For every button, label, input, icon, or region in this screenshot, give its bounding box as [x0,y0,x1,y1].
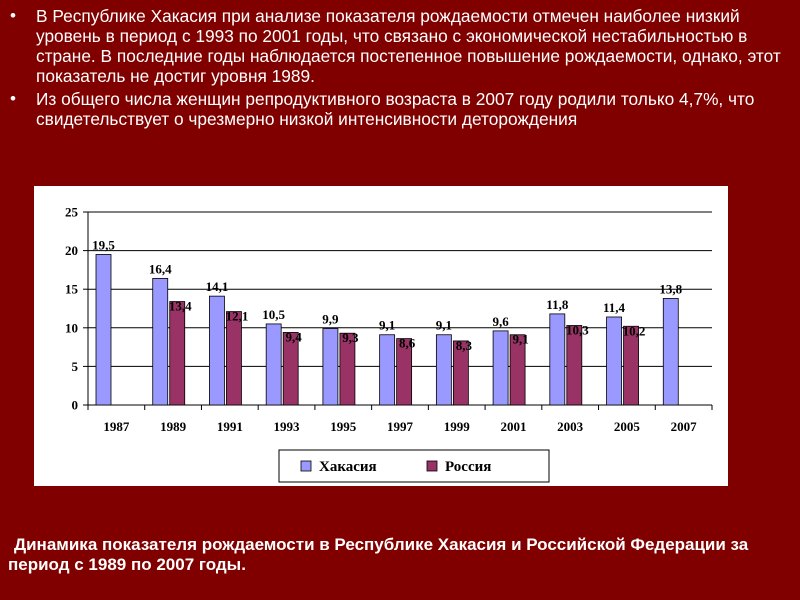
bar-russia [226,311,242,406]
y-tick-label: 10 [65,320,78,335]
data-label-khakasia: 16,4 [149,261,172,276]
bar-khakasia [662,298,679,406]
bar-russia [509,334,526,406]
x-tick-label: 2005 [614,419,641,434]
data-label-russia: 13,4 [169,299,192,314]
x-tick-label: 1993 [274,419,301,434]
bar-russia [169,301,186,406]
bar-russia [623,325,639,406]
data-label-khakasia: 11,8 [546,297,569,312]
bullet-text: Из общего числа женщин репродуктивного в… [36,89,755,129]
y-tick-label: 20 [65,243,78,258]
data-label-khakasia: 9,6 [492,314,509,329]
bar-khakasia [95,254,112,406]
chart-area: 0 5 10 15 20 25 1987 19,5 1989 16,4 13,4 1991 14,1 12… [34,186,728,486]
data-label-russia: 10,2 [623,323,646,338]
x-tick-label: 1991 [217,419,243,434]
data-label-khakasia: 19,5 [92,237,115,252]
data-label-khakasia: 9,1 [379,318,395,333]
bar-khakasia [492,330,509,406]
bar-khakasia [209,295,225,406]
data-label-khakasia: 10,5 [262,307,285,322]
y-tick-label: 25 [65,205,79,220]
birth-rate-chart: 0 5 10 15 20 25 1987 19,5 1989 16,4 13,4 1991 14,1 12… [65,205,713,483]
bullet-item: • В Республике Хакасия при анализе показ… [8,6,788,86]
x-tick-label: 2001 [500,419,526,434]
bar-khakasia [435,334,452,406]
bar-khakasia [152,277,169,406]
legend-russia-swatch [426,460,438,472]
x-tick-label: 1995 [330,419,357,434]
legend-khakasia-swatch [300,460,312,472]
bullet-icon: • [10,6,16,25]
bar-khakasia [322,328,339,406]
x-tick-label: 2003 [557,419,584,434]
bar-khakasia [549,313,566,406]
data-label-russia: 8,6 [399,336,416,351]
bullet-text: В Республике Хакасия при анализе показат… [36,6,781,86]
y-tick-label: 0 [72,398,79,413]
data-label-russia: 9,4 [286,329,303,344]
data-label-russia: 8,3 [456,338,473,353]
x-tick-label: 1997 [387,419,414,434]
data-label-khakasia: 9,9 [322,312,339,327]
bar-khakasia [379,334,396,406]
data-label-khakasia: 9,1 [436,318,452,333]
bar-russia [396,338,413,406]
data-label-russia: 12,1 [226,309,249,324]
legend-khakasia-label: Хакасия [319,459,377,475]
data-label-russia: 9,3 [342,330,359,345]
data-label-khakasia: 14,1 [206,279,229,294]
x-tick-label: 1987 [103,419,130,434]
x-tick-label: 1989 [160,419,187,434]
data-label-russia: 10,3 [566,322,589,337]
bar-russia [566,325,583,406]
legend-box [278,449,550,483]
y-tick-label: 5 [72,359,79,374]
x-tick-label: 2007 [671,419,698,434]
bullet-list: • В Республике Хакасия при анализе показ… [8,6,788,132]
data-label-khakasia: 11,4 [603,300,626,315]
bar-khakasia [265,323,282,406]
y-tick-label: 15 [65,282,79,297]
bullet-icon: • [10,89,16,108]
legend-russia-label: Россия [445,459,491,475]
data-label-khakasia: 13,8 [659,281,682,296]
x-tick-label: 1999 [444,419,471,434]
bar-russia [339,332,356,406]
bar-khakasia [606,316,622,406]
data-label-russia: 9,1 [512,332,528,347]
chart-caption: Динамика показателя рождаемости в Респуб… [8,535,749,574]
bar-russia [452,340,469,406]
bar-russia [282,332,299,406]
bullet-item: • Из общего числа женщин репродуктивного… [8,89,788,129]
